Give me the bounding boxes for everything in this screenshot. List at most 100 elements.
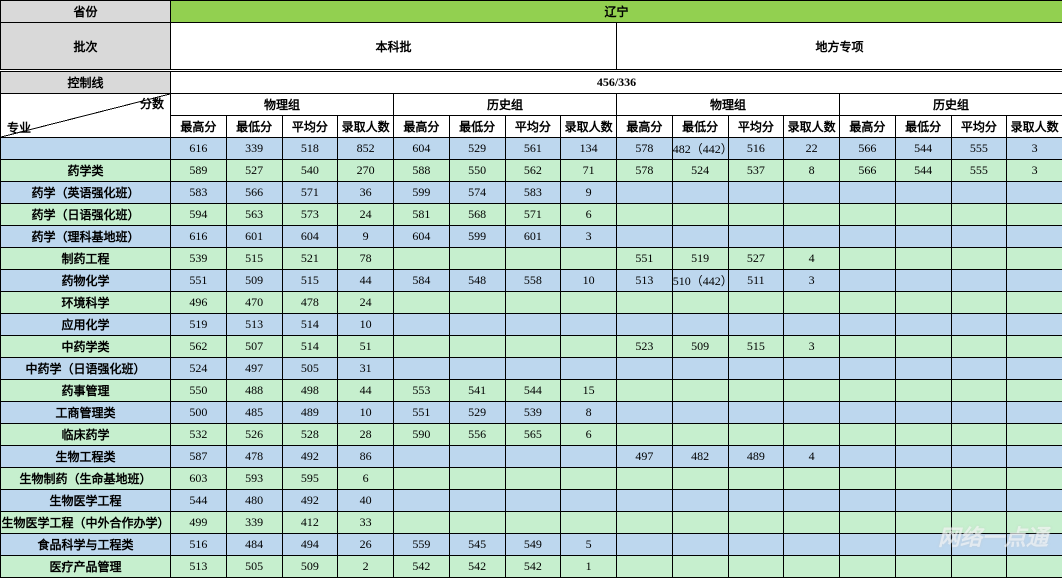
data-cell: 4 — [784, 446, 840, 468]
data-cell: 571 — [282, 182, 338, 204]
data-cell: 497 — [617, 446, 673, 468]
score-col-0-2: 平均分 — [282, 116, 338, 138]
score-col-3-1: 最低分 — [895, 116, 951, 138]
data-cell — [728, 402, 784, 424]
data-cell — [1007, 556, 1062, 578]
data-cell — [951, 270, 1007, 292]
data-cell — [1007, 402, 1062, 424]
data-cell — [728, 468, 784, 490]
data-cell — [1007, 226, 1062, 248]
data-cell — [784, 490, 840, 512]
data-cell: 494 — [282, 534, 338, 556]
data-cell — [449, 248, 505, 270]
data-cell — [617, 204, 673, 226]
data-cell: 604 — [282, 226, 338, 248]
data-cell — [895, 314, 951, 336]
province-value: 辽宁 — [171, 1, 1062, 23]
data-cell — [505, 490, 561, 512]
data-cell — [784, 556, 840, 578]
data-cell — [561, 468, 617, 490]
data-cell: 488 — [226, 380, 282, 402]
major-label: 生物工程类 — [1, 446, 171, 468]
data-cell: 505 — [226, 556, 282, 578]
score-col-1-1: 最低分 — [449, 116, 505, 138]
data-cell: 516 — [171, 534, 227, 556]
major-label: 药学类 — [1, 160, 171, 182]
data-cell — [840, 204, 896, 226]
data-cell — [617, 380, 673, 402]
data-cell — [394, 512, 450, 534]
data-cell: 589 — [171, 160, 227, 182]
major-label: 药学（理科基地班） — [1, 226, 171, 248]
data-cell: 515 — [226, 248, 282, 270]
data-cell — [1007, 292, 1062, 314]
data-cell — [895, 292, 951, 314]
data-cell: 8 — [784, 160, 840, 182]
major-label: 应用化学 — [1, 314, 171, 336]
data-cell: 556 — [449, 424, 505, 446]
data-cell — [784, 424, 840, 446]
data-cell — [672, 402, 728, 424]
data-cell — [617, 226, 673, 248]
data-cell — [449, 358, 505, 380]
data-cell — [840, 358, 896, 380]
data-cell: 523 — [617, 336, 673, 358]
data-cell: 496 — [171, 292, 227, 314]
data-cell — [728, 358, 784, 380]
data-cell — [561, 292, 617, 314]
data-cell — [505, 248, 561, 270]
data-cell — [394, 490, 450, 512]
batch-undergrad: 本科批 — [171, 23, 617, 71]
major-label: 药事管理 — [1, 380, 171, 402]
data-cell: 10 — [338, 314, 394, 336]
data-cell: 513 — [171, 556, 227, 578]
data-cell — [951, 182, 1007, 204]
data-cell: 562 — [505, 160, 561, 182]
major-label: 生物医学工程 — [1, 490, 171, 512]
data-cell — [505, 446, 561, 468]
data-cell: 515 — [282, 270, 338, 292]
data-cell: 134 — [561, 138, 617, 160]
major-label: 工商管理类 — [1, 402, 171, 424]
ctrl-line-value: 456/336 — [171, 71, 1062, 94]
data-cell: 563 — [226, 204, 282, 226]
data-cell — [951, 534, 1007, 556]
data-cell — [1007, 512, 1062, 534]
data-cell — [951, 512, 1007, 534]
data-cell — [951, 226, 1007, 248]
data-cell — [895, 534, 951, 556]
major-label: 药物化学 — [1, 270, 171, 292]
data-cell: 544 — [895, 160, 951, 182]
data-cell — [617, 292, 673, 314]
score-col-1-3: 录取人数 — [561, 116, 617, 138]
score-col-2-2: 平均分 — [728, 116, 784, 138]
data-cell: 412 — [282, 512, 338, 534]
major-label: 医疗产品管理 — [1, 556, 171, 578]
data-cell: 573 — [282, 204, 338, 226]
data-cell — [728, 380, 784, 402]
data-cell — [840, 556, 896, 578]
data-cell — [394, 314, 450, 336]
data-cell — [895, 380, 951, 402]
data-cell: 574 — [449, 182, 505, 204]
data-cell — [784, 380, 840, 402]
data-cell: 480 — [226, 490, 282, 512]
data-cell — [394, 358, 450, 380]
data-cell: 601 — [226, 226, 282, 248]
data-cell: 10 — [561, 270, 617, 292]
data-cell — [505, 314, 561, 336]
data-cell — [840, 314, 896, 336]
data-cell: 551 — [171, 270, 227, 292]
data-cell — [840, 534, 896, 556]
data-cell — [617, 424, 673, 446]
data-cell: 44 — [338, 270, 394, 292]
data-cell — [1007, 182, 1062, 204]
data-cell: 6 — [561, 204, 617, 226]
data-cell — [617, 358, 673, 380]
data-cell — [449, 512, 505, 534]
data-cell: 6 — [561, 424, 617, 446]
major-label: 环境科学 — [1, 292, 171, 314]
data-cell — [394, 336, 450, 358]
data-cell — [561, 490, 617, 512]
data-cell: 526 — [226, 424, 282, 446]
